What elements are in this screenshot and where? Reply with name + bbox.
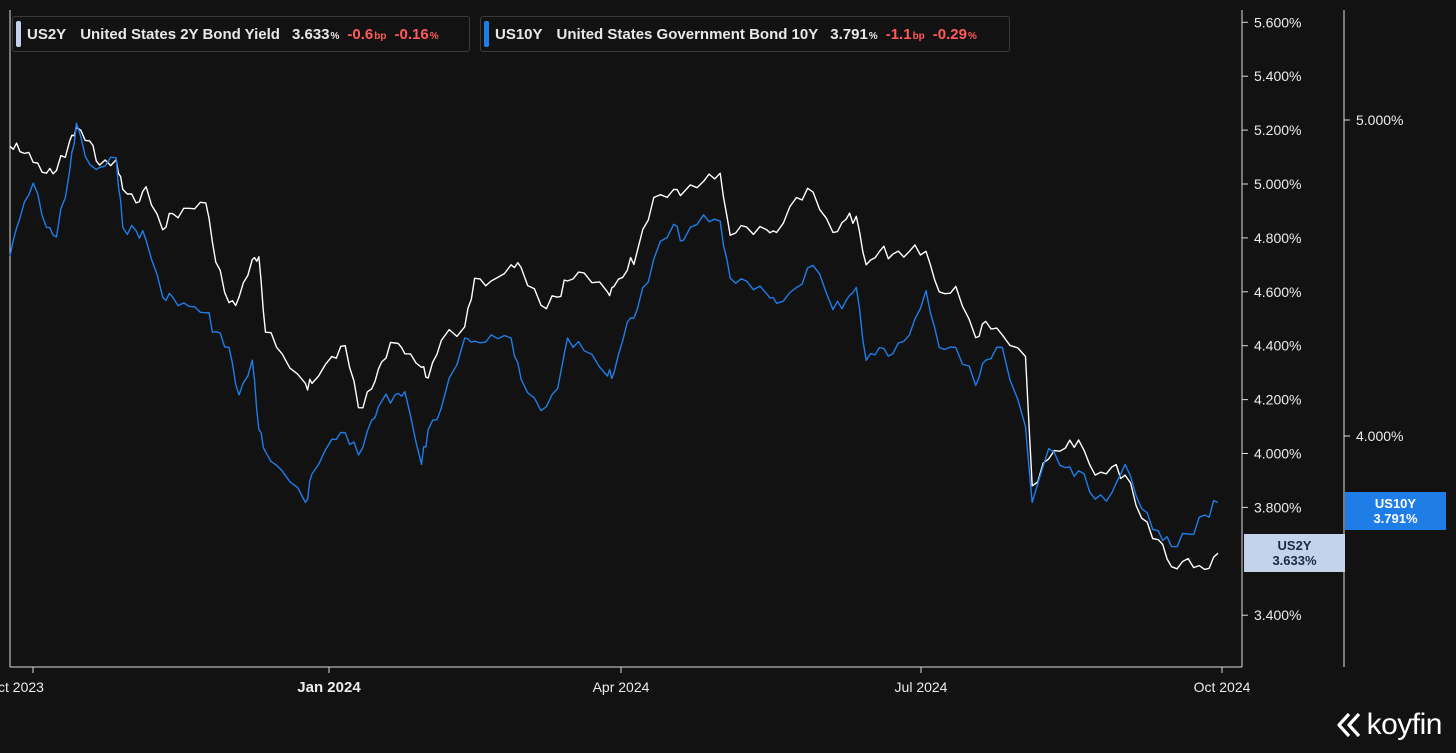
us2y-last-value-tag: US2Y 3.633% [1244,534,1345,572]
left-axis-tick-label: 5.600% [1254,14,1301,30]
x-axis-tick-label: Oct 2024 [1194,679,1251,695]
us10y-tag-value: 3.791% [1373,511,1418,526]
legend-us10y-name: United States Government Bond 10Y [556,25,819,43]
legend-us10y-swatch [484,21,489,47]
legend-us10y-symbol: US10Y [495,25,543,43]
x-axis-tick-label: Apr 2024 [593,679,650,695]
right-axis-tick-label: 5.000% [1356,112,1403,128]
legend-us2y-name: United States 2Y Bond Yield [80,25,280,43]
left-axis-tick-label: 4.600% [1254,284,1301,300]
left-axis-tick-label: 3.800% [1254,499,1301,515]
left-axis-tick-label: 4.800% [1254,230,1301,246]
us2y-tag-symbol: US2Y [1277,538,1312,553]
legend-us2y-swatch [16,21,21,47]
x-axis-tick-label: Jul 2024 [895,679,948,695]
x-axis-tick-label: ct 2023 [0,679,44,695]
legend-us10y-value: 3.791% [830,25,878,43]
koyfin-logo-text: koyfin [1366,708,1443,741]
series-line-us10y [9,122,1219,548]
right-axis-tick-label: 4.000% [1356,428,1403,444]
legend-us2y-change-bp: -0.6bp [347,25,387,43]
left-axis-tick-label: 3.400% [1254,607,1301,623]
legend-us2y-value: 3.633% [291,25,340,43]
left-axis-tick-label: 4.000% [1254,446,1301,462]
us10y-last-value-tag: US10Y 3.791% [1345,492,1446,530]
us10y-tag-symbol: US10Y [1374,496,1417,511]
legend-us10y-change-bp: -1.1bp [885,25,925,43]
series-line-us2y [9,126,1219,571]
left-axis-tick-label: 5.200% [1254,122,1301,138]
koyfin-logo: koyfin [1337,708,1443,742]
left-axis-tick-label: 4.200% [1254,392,1301,408]
legend-us2y-symbol: US2Y [27,25,67,43]
koyfin-logo-icon [1337,712,1360,738]
left-axis-tick-label: 5.000% [1254,176,1301,192]
left-axis-tick-label: 4.400% [1254,338,1301,354]
x-axis-tick-label: Jan 2024 [297,679,361,696]
legend-us10y[interactable]: US10Y United States Government Bond 10Y … [480,16,1010,52]
legend-us2y-change-pct: -0.16% [394,25,439,43]
legend-us2y[interactable]: US2Y United States 2Y Bond Yield 3.633% … [12,16,470,52]
left-axis-tick-label: 5.400% [1254,68,1301,84]
legend-us10y-change-pct: -0.29% [932,25,977,43]
us2y-tag-value: 3.633% [1272,553,1317,568]
